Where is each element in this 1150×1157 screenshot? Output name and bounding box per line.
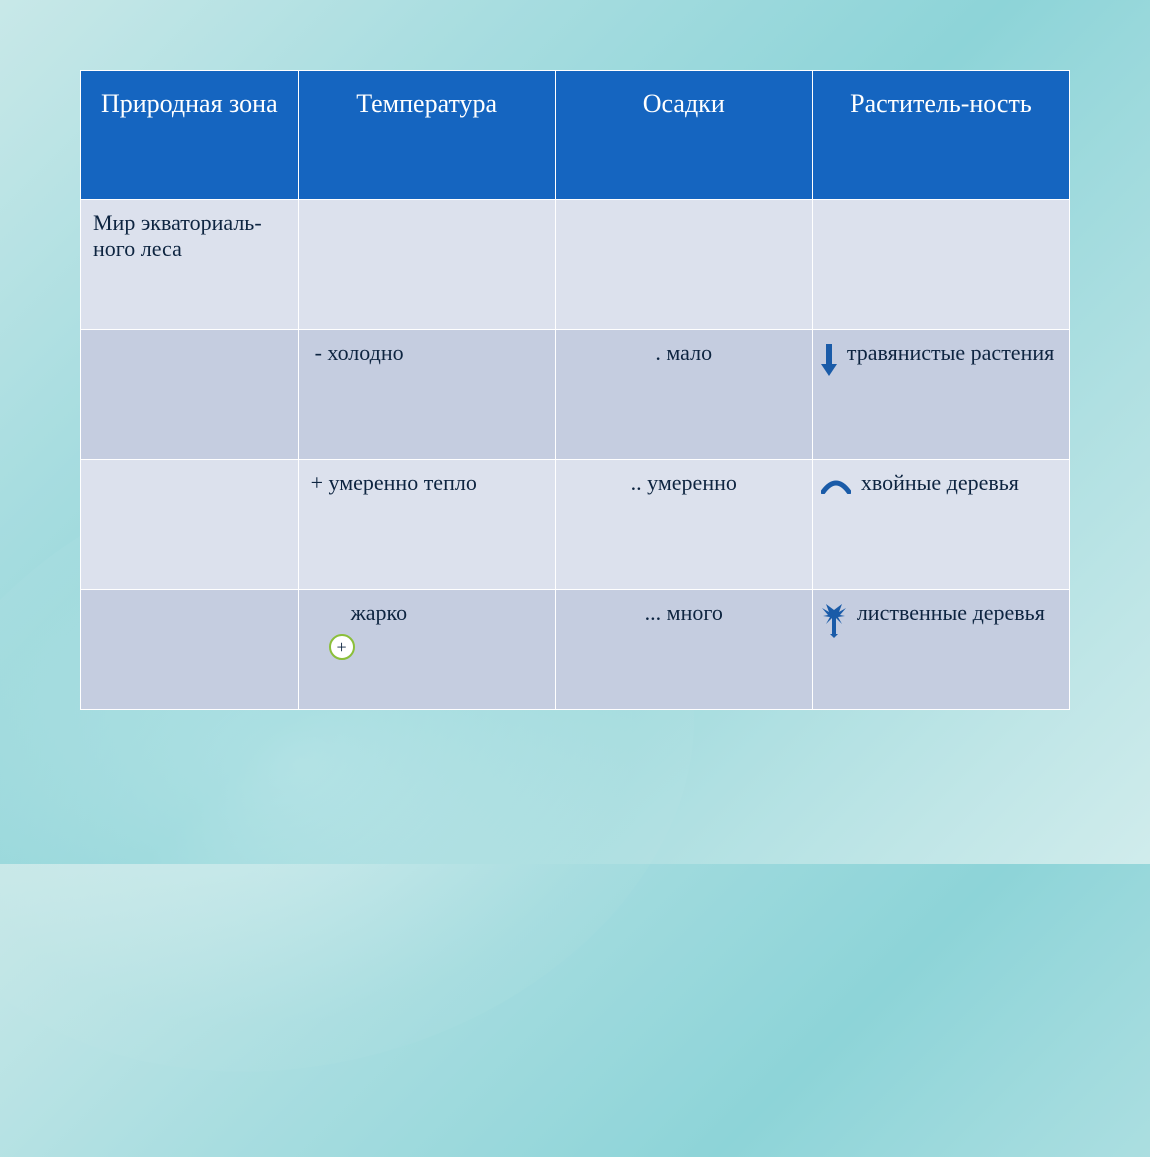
plus-circle-icon: + <box>329 634 355 660</box>
header-temperature: Температура <box>298 71 555 200</box>
cell-veg <box>812 200 1069 330</box>
cell-precip: .. умеренно <box>555 460 812 590</box>
veg-text: травянистые растения <box>847 340 1054 366</box>
climate-table-container: Природная зона Температура Осадки Растит… <box>80 70 1070 710</box>
cell-precip: . мало <box>555 330 812 460</box>
table-row: + умеренно тепло .. умеренно хвойные дер… <box>81 460 1070 590</box>
arrow-down-icon <box>821 344 837 376</box>
veg-text: хвойные деревья <box>861 470 1019 496</box>
header-zone: Природная зона <box>81 71 299 200</box>
temp-text: жарко <box>351 600 408 625</box>
cell-precip <box>555 200 812 330</box>
cell-temp: + умеренно тепло <box>298 460 555 590</box>
table-row: жарко + ... много лиственные деревья <box>81 590 1070 710</box>
cell-veg: лиственные деревья <box>812 590 1069 710</box>
cell-precip: ... много <box>555 590 812 710</box>
table-row: - холодно . мало травянистые растения <box>81 330 1070 460</box>
cell-veg: хвойные деревья <box>812 460 1069 590</box>
header-precipitation: Осадки <box>555 71 812 200</box>
cell-zone <box>81 590 299 710</box>
cell-veg: травянистые растения <box>812 330 1069 460</box>
cell-temp: жарко + <box>298 590 555 710</box>
header-vegetation: Раститель-ность <box>812 71 1069 200</box>
cell-temp <box>298 200 555 330</box>
cell-zone: Мир экваториаль-ного леса <box>81 200 299 330</box>
cell-temp: - холодно <box>298 330 555 460</box>
cell-zone <box>81 460 299 590</box>
palm-tree-icon <box>821 602 847 638</box>
arc-icon <box>821 478 851 494</box>
table-header-row: Природная зона Температура Осадки Растит… <box>81 71 1070 200</box>
cell-zone <box>81 330 299 460</box>
table-row: Мир экваториаль-ного леса <box>81 200 1070 330</box>
veg-text: лиственные деревья <box>857 600 1045 626</box>
climate-table: Природная зона Температура Осадки Растит… <box>80 70 1070 710</box>
